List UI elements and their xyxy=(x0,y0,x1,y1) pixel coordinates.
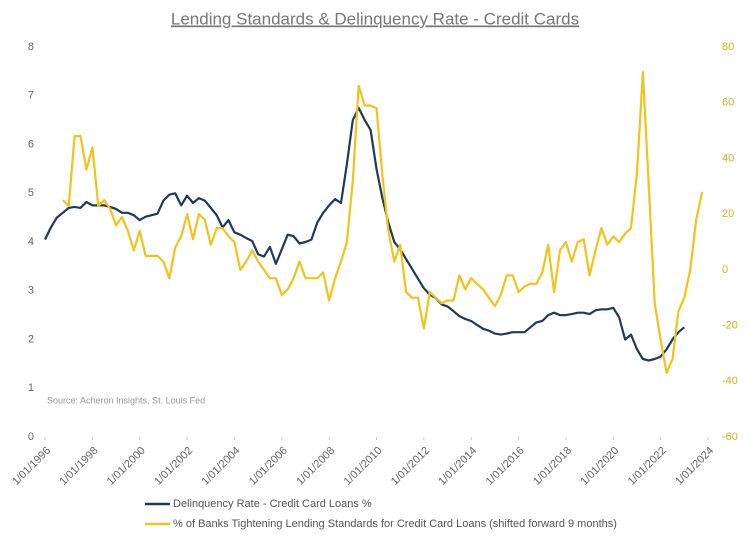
y2-tick-label: -40 xyxy=(722,375,738,387)
x-tick-label: 1/01/2022 xyxy=(626,445,669,488)
y2-tick-label: 20 xyxy=(722,208,734,220)
legend-label: Delinquency Rate - Credit Card Loans % xyxy=(173,498,372,510)
chart-title: Lending Standards & Delinquency Rate - C… xyxy=(171,9,579,28)
x-tick-label: 1/01/1996 xyxy=(10,445,53,488)
y-tick-label: 8 xyxy=(28,41,34,53)
x-tick-label: 1/01/2002 xyxy=(152,445,195,488)
x-tick-label: 1/01/2012 xyxy=(389,445,432,488)
x-tick-label: 1/01/2004 xyxy=(200,445,243,488)
x-tick-label: 1/01/2014 xyxy=(436,445,479,488)
x-tick-label: 1/01/2010 xyxy=(342,445,385,488)
y-tick-label: 3 xyxy=(28,285,34,297)
series-line xyxy=(44,106,686,362)
legend-label: % of Banks Tightening Lending Standards … xyxy=(173,518,617,530)
y-tick-label: 2 xyxy=(28,333,34,345)
x-tick-label: 1/01/2020 xyxy=(578,445,621,488)
y-tick-label: 5 xyxy=(28,187,34,199)
y2-tick-label: 0 xyxy=(722,264,728,276)
x-tick-label: 1/01/2024 xyxy=(673,445,716,488)
y2-tick-label: -60 xyxy=(722,431,738,443)
x-tick-label: 1/01/2006 xyxy=(247,445,290,488)
x-tick-label: 1/01/2018 xyxy=(531,445,574,488)
y-tick-label: 7 xyxy=(28,90,34,102)
x-tick-label: 1/01/2000 xyxy=(105,445,148,488)
y2-tick-label: 80 xyxy=(722,41,734,53)
y2-tick-label: -20 xyxy=(722,319,738,331)
series-line xyxy=(62,71,704,374)
x-tick-label: 1/01/2016 xyxy=(484,445,527,488)
y-tick-label: 6 xyxy=(28,138,34,150)
y-tick-label: 1 xyxy=(28,382,34,394)
y-tick-label: 0 xyxy=(28,431,34,443)
x-tick-label: 1/01/2008 xyxy=(294,445,337,488)
y-tick-label: 4 xyxy=(28,236,34,248)
y2-tick-label: 60 xyxy=(722,97,734,109)
x-tick-label: 1/01/1998 xyxy=(57,445,100,488)
y2-tick-label: 40 xyxy=(722,152,734,164)
source-note: Source: Acheron Insights, St. Louis Fed xyxy=(47,395,205,405)
